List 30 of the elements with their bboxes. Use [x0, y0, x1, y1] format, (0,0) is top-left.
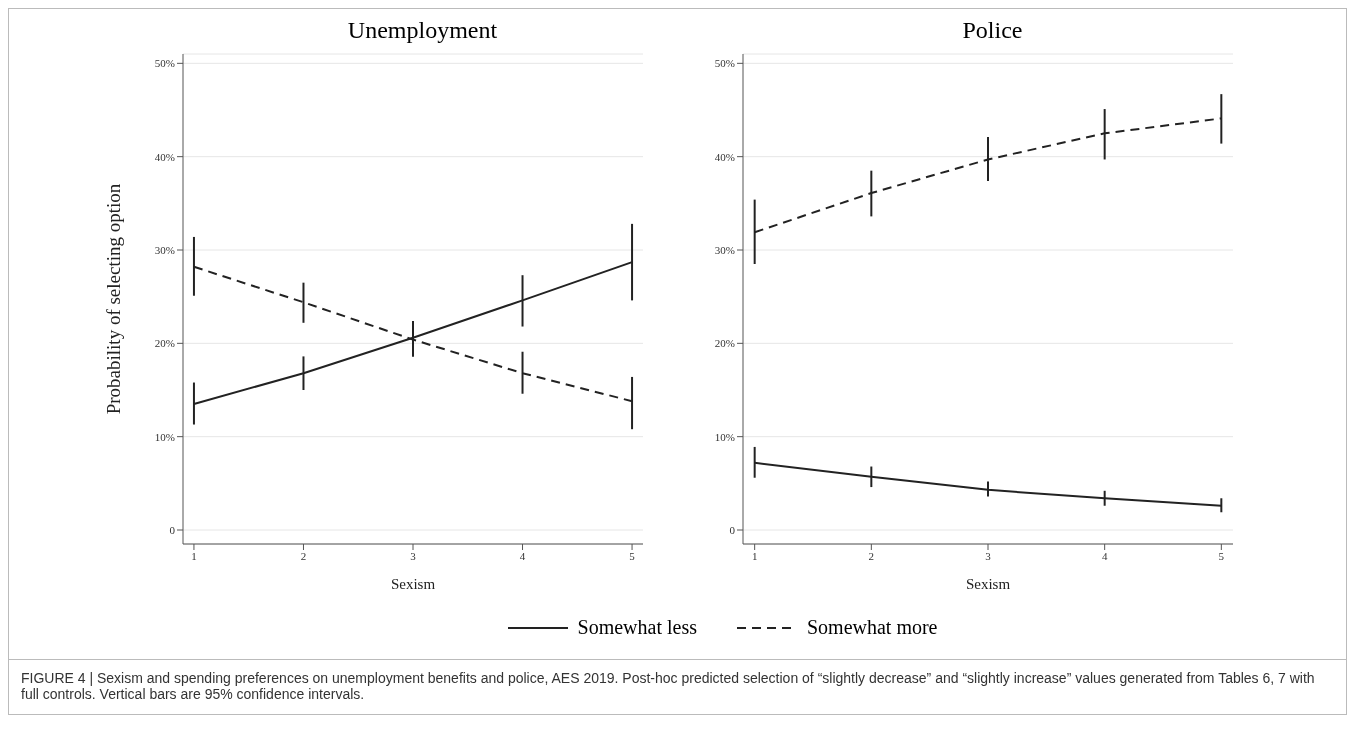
y-tick-label: 20%	[154, 337, 175, 350]
x-tick-label: 5	[628, 549, 635, 562]
x-tick-label: 4	[519, 549, 526, 562]
legend-label: Somewhat less	[577, 616, 697, 639]
chart-title: Unemployment	[346, 17, 499, 44]
x-tick-label: 5	[1218, 549, 1225, 562]
y-tick-label: 0	[729, 523, 735, 536]
x-axis-title: Sexism	[965, 576, 1010, 592]
y-tick-label: 30%	[154, 243, 175, 256]
y-tick-label: 20%	[714, 337, 735, 350]
x-tick-label: 1	[751, 549, 757, 562]
caption: FIGURE 4 | Sexism and spending preferences on unemployment benefits and police, AES 2019. Post-hoc predicted selection of “slightly decrease” and “slightly increase” values generated from Tables 6, 7 with full controls. Vertical bars are 95% confidence intervals.	[21, 670, 1316, 702]
y-tick-label: 0	[169, 523, 175, 536]
y-tick-label: 30%	[714, 243, 735, 256]
y-tick-label: 50%	[714, 57, 735, 70]
y-tick-label: 10%	[154, 430, 175, 443]
y-tick-label: 40%	[154, 150, 175, 163]
x-tick-label: 4	[1101, 549, 1108, 562]
y-tick-label: 40%	[714, 150, 735, 163]
x-tick-label: 3	[409, 549, 416, 562]
y-tick-label: 10%	[714, 430, 735, 443]
legend-label: Somewhat more	[806, 616, 938, 639]
y-tick-label: 50%	[154, 57, 175, 70]
x-tick-label: 3	[984, 549, 991, 562]
x-tick-label: 2	[300, 549, 306, 562]
x-axis-title: Sexism	[390, 576, 435, 592]
y-axis-title: Probability of selecting option	[102, 183, 124, 415]
x-tick-label: 2	[868, 549, 874, 562]
x-tick-label: 1	[190, 549, 197, 562]
chart-title: Police	[961, 17, 1024, 44]
